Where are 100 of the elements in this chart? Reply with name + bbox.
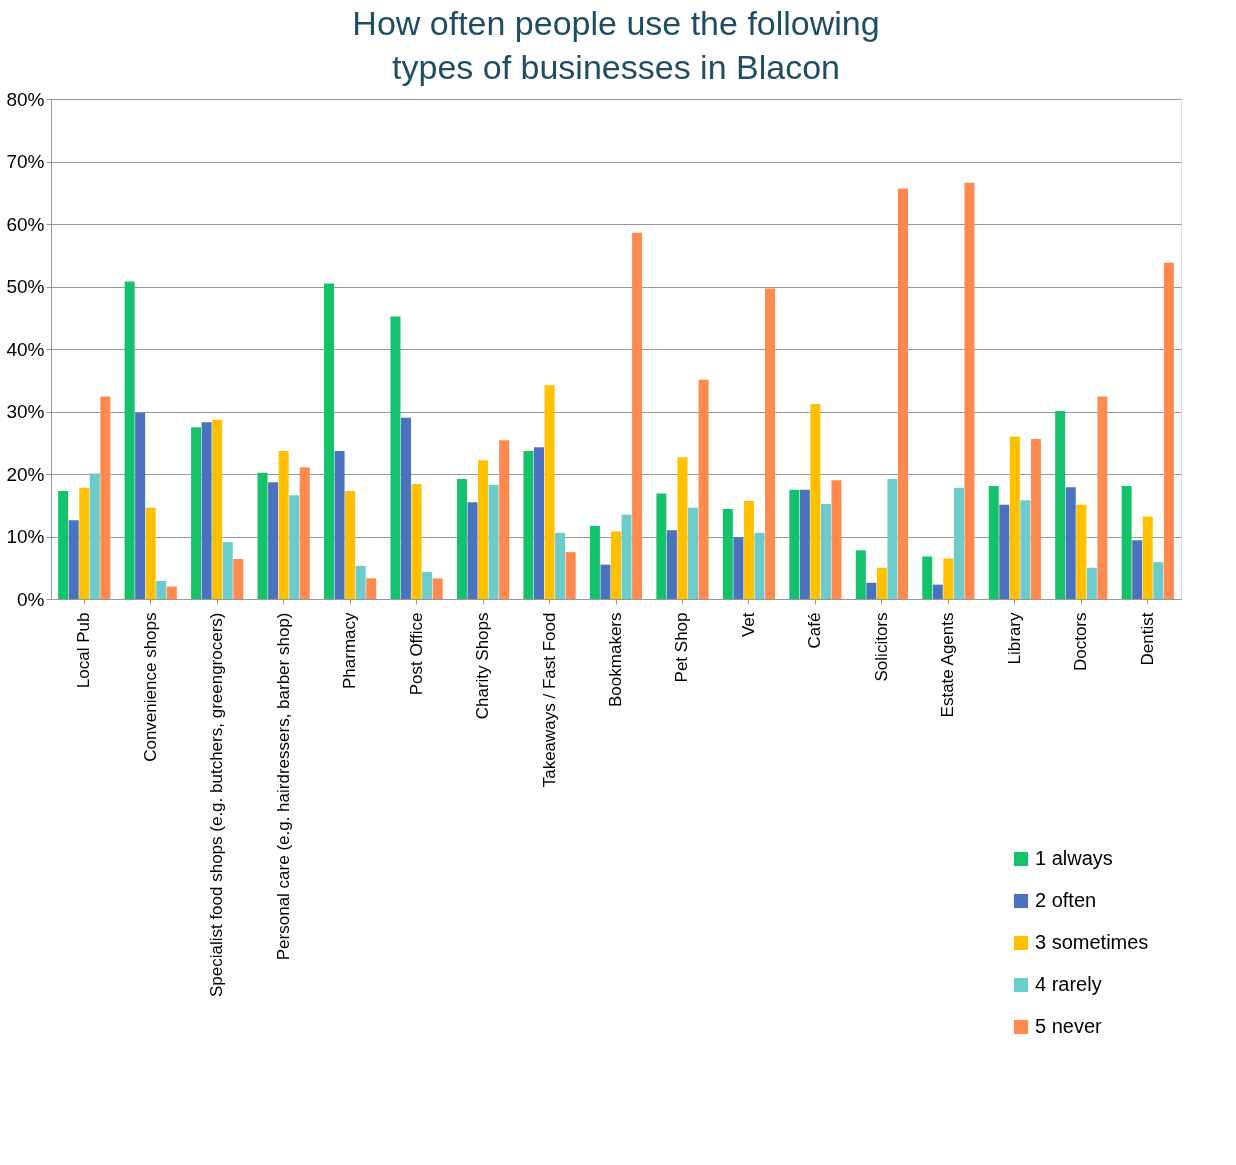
bar: [1065, 487, 1076, 599]
y-tick-label: 30%: [6, 401, 45, 422]
bar: [432, 578, 443, 599]
bar: [299, 467, 310, 599]
y-tick-label: 50%: [6, 276, 45, 297]
bar: [932, 584, 943, 599]
bar: [922, 556, 933, 599]
bar: [897, 188, 908, 599]
bar: [810, 404, 821, 599]
bar: [943, 558, 954, 599]
bar: [289, 495, 300, 599]
bar: [233, 559, 244, 599]
x-tick-label: Solicitors: [871, 612, 891, 682]
bar: [156, 580, 167, 599]
legend-label: 3 sometimes: [1035, 931, 1149, 953]
bar: [1132, 540, 1143, 599]
bar: [743, 500, 754, 599]
x-tick-label: Post Office: [406, 612, 426, 696]
x-tick-label: Convenience shops: [140, 612, 160, 762]
bar: [499, 440, 510, 599]
legend-label: 2 often: [1035, 889, 1097, 911]
bar: [656, 493, 667, 599]
x-tick-label: Library: [1004, 612, 1024, 665]
bar: [733, 537, 744, 599]
bar: [422, 572, 433, 599]
bar: [278, 450, 289, 599]
bar: [533, 447, 544, 599]
y-tick-label: 10%: [6, 526, 45, 547]
x-tick-label: Estate Agents: [938, 612, 958, 718]
bar: [754, 532, 765, 599]
x-tick-label: Bookmakers: [606, 612, 625, 707]
x-tick-label: Local Pub: [74, 612, 94, 689]
x-tick-label: Personal care (e.g. hairdressers, barber shop): [273, 612, 293, 961]
bar: [212, 419, 223, 599]
bar: [964, 182, 975, 599]
bar: [820, 504, 831, 599]
bar: [58, 490, 69, 599]
bar: [1153, 562, 1164, 599]
x-tick-label: Charity Shops: [473, 612, 493, 720]
bar: [523, 450, 534, 599]
y-tick-label: 20%: [6, 463, 45, 485]
bar: [201, 422, 212, 599]
bar: [698, 379, 709, 599]
bar: [855, 550, 866, 599]
bar: [544, 385, 555, 599]
bar: [876, 567, 887, 599]
bar: [688, 507, 699, 599]
bar: [334, 450, 345, 599]
bar: [166, 586, 177, 599]
bar: [765, 288, 776, 599]
bar: [1086, 567, 1097, 599]
bar: [555, 532, 566, 599]
bar: [145, 507, 156, 599]
x-tick-label: Pet Shop: [672, 612, 692, 683]
x-tick-label: Takeaways / Fast Food: [539, 612, 559, 788]
bar: [355, 565, 366, 599]
bar: [666, 530, 677, 599]
x-tick-label: Specialist food shops (e.g. butchers, greengrocers): [207, 612, 227, 998]
x-tick-label: Café: [805, 612, 825, 649]
bar: [621, 514, 632, 599]
bar: [268, 482, 279, 599]
bar: [600, 564, 611, 599]
bar: [79, 487, 90, 599]
y-tick-label: 0%: [17, 588, 45, 610]
bar: [345, 490, 356, 599]
bar: [222, 542, 233, 599]
x-tick-label: Pharmacy: [340, 612, 360, 690]
legend-label: 5 never: [1035, 1015, 1103, 1037]
bar: [866, 582, 877, 599]
bar: [411, 484, 422, 599]
bar: [456, 479, 467, 599]
bar: [565, 552, 576, 599]
y-tick-label: 40%: [6, 338, 45, 360]
bar: [1020, 500, 1031, 599]
bar: [191, 427, 202, 599]
bar: [89, 473, 100, 599]
chart-title: How often people use the following types of businesses in Blacon: [352, 4, 880, 86]
x-tick-label: Vet: [738, 612, 758, 638]
bar: [887, 479, 898, 599]
bar: [366, 578, 377, 599]
bar: [124, 281, 135, 599]
bar: [68, 520, 79, 599]
bar: [999, 504, 1010, 599]
bar: [632, 232, 643, 599]
legend-label: 4 rarely: [1035, 973, 1102, 995]
bar: [789, 489, 800, 599]
bar: [1030, 439, 1041, 599]
bar: [1055, 410, 1066, 599]
bar: [722, 509, 733, 599]
bar: [677, 457, 688, 599]
y-tick-label: 80%: [6, 88, 45, 110]
bar: [401, 417, 412, 599]
bar: [953, 487, 964, 599]
bar: [1076, 504, 1087, 599]
bar: [100, 396, 111, 599]
bar: [589, 525, 600, 599]
x-tick-label: Doctors: [1071, 612, 1091, 672]
legend-label: 1 always: [1035, 847, 1113, 869]
bar: [257, 472, 268, 599]
bar: [1121, 485, 1132, 599]
